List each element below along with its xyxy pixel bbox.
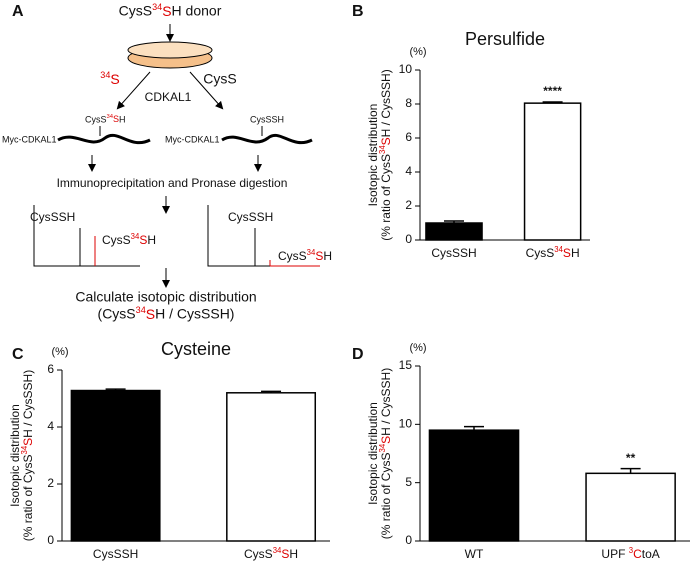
chart-title: Persulfide [465, 29, 545, 49]
peak-label: CysSSH [228, 210, 273, 224]
modification-label: CysS34SH [85, 114, 126, 125]
peak-label: CysSSH [30, 210, 75, 224]
panel-label: D [352, 346, 364, 363]
unit-label: (%) [51, 346, 68, 358]
x-tick-label: CysS34SH [244, 546, 298, 561]
x-tick-label: CysS34SH [526, 245, 580, 260]
branch-label: 34S [100, 70, 119, 86]
y-tick-label: 15 [399, 358, 413, 372]
bar [585, 472, 676, 542]
x-tick-label: UPF 3CtoA [601, 546, 659, 561]
dish-top [127, 41, 213, 59]
y-axis-label: Isotopic distribution [366, 402, 380, 505]
unit-label: (%) [409, 342, 426, 354]
bar [70, 389, 161, 542]
panel-label: C [12, 346, 24, 363]
unit-label: (%) [409, 46, 426, 58]
result-label: (CysS34SH / CysSSH) [98, 305, 235, 321]
branch-label: CysS [203, 71, 236, 87]
result-label: Calculate isotopic distribution [75, 289, 256, 305]
y-axis-label: Isotopic distribution [366, 104, 380, 207]
y-axis-label: (% ratio of CysS34SH / CysSSH) [378, 69, 393, 240]
panel-label: B [352, 3, 364, 20]
bar [226, 392, 317, 542]
peak-label: CysS34SH [102, 232, 156, 247]
y-tick-label: 2 [405, 198, 412, 212]
chart-title: Cysteine [161, 339, 231, 359]
protein-label: Myc-CDKAL1 [165, 134, 220, 144]
diagram: A CysS34SH donor 34S CysS CDKAL1 CysS34S… [2, 2, 332, 321]
protein [57, 134, 151, 144]
arrow [189, 71, 224, 110]
y-axis-label: (% ratio of CysS34SH / CysSSH) [20, 370, 35, 541]
y-tick-label: 10 [399, 62, 413, 76]
y-tick-label: 4 [405, 164, 412, 178]
y-axis-label: (% ratio of CysS34SH / CysSSH) [378, 368, 393, 539]
y-tick-label: 6 [405, 130, 412, 144]
protein [221, 134, 313, 144]
y-axis-label: Isotopic distribution [8, 404, 22, 507]
arrow [116, 71, 151, 110]
bar [425, 222, 483, 241]
spectrum-axis [33, 205, 140, 267]
y-tick-label: 0 [47, 533, 54, 547]
x-tick-label: CysSSH [431, 246, 476, 260]
y-tick-label: 4 [47, 419, 54, 433]
significance: **** [543, 84, 562, 98]
y-tick-label: 8 [405, 96, 412, 110]
y-tick-label: 6 [47, 362, 54, 376]
y-tick-label: 0 [405, 232, 412, 246]
bar [428, 429, 520, 542]
donor-label: CysS34SH donor [119, 2, 222, 18]
y-tick-label: 5 [405, 475, 412, 489]
x-tick-label: WT [465, 547, 484, 561]
y-tick-label: 10 [399, 417, 413, 431]
enzyme-label: CDKAL1 [145, 90, 192, 104]
peak-label: CysS34SH [278, 248, 332, 263]
protein-label: Myc-CDKAL1 [2, 134, 57, 144]
modification-label: CysSSH [250, 114, 284, 124]
y-tick-label: 0 [405, 533, 412, 547]
panel-label: A [12, 3, 24, 20]
step-label: Immunoprecipitation and Pronase digestio… [57, 176, 288, 190]
y-tick-label: 2 [47, 476, 54, 490]
x-tick-label: CysSSH [93, 547, 138, 561]
significance: ** [626, 451, 636, 465]
bar [523, 102, 582, 241]
